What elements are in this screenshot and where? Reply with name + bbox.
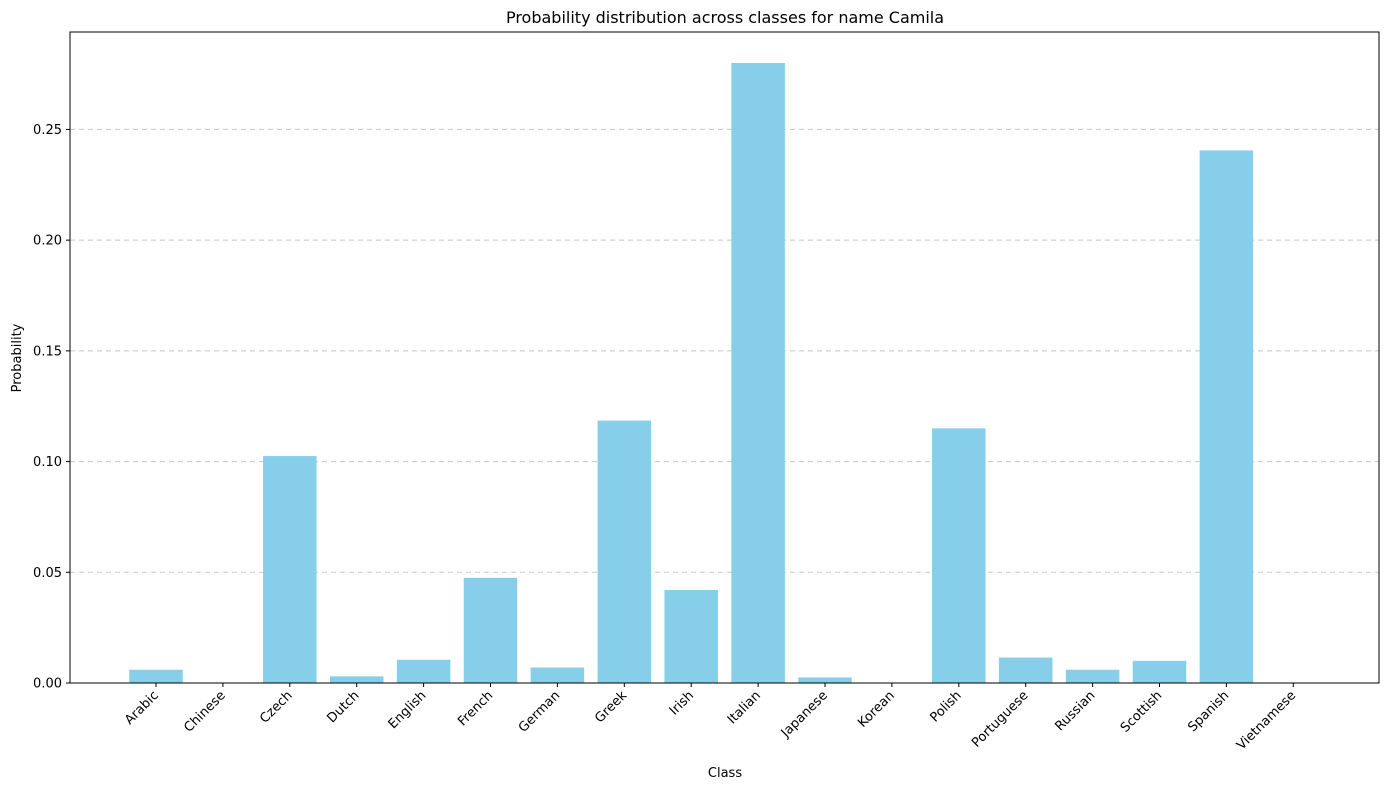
x-axis: Arabic Chinese Czech Dutch English French Germ… bbox=[122, 683, 1299, 753]
y-axis-label: Probability bbox=[10, 323, 25, 392]
chart-title: Probability distribution across classes … bbox=[506, 8, 944, 27]
bar-english bbox=[396, 659, 451, 683]
bar-portuguese bbox=[998, 657, 1053, 683]
x-tick-label: Arabic bbox=[122, 688, 162, 728]
x-tick-label: Polish bbox=[927, 688, 964, 725]
x-tick-label: French bbox=[455, 688, 496, 729]
y-tick-label: 0.15 bbox=[33, 344, 62, 359]
bar-dutch bbox=[329, 676, 384, 683]
x-tick-label: Czech bbox=[257, 688, 295, 726]
x-tick-label: Chinese bbox=[181, 688, 228, 735]
x-tick-label: Italian bbox=[725, 688, 764, 727]
x-tick-label: Spanish bbox=[1185, 688, 1232, 735]
x-tick-label: German bbox=[516, 688, 563, 735]
bar-french bbox=[463, 577, 518, 683]
bar-russian bbox=[1065, 669, 1120, 683]
bar-arabic bbox=[129, 669, 183, 683]
plot-frame bbox=[69, 31, 1380, 684]
bar-czech bbox=[263, 456, 317, 683]
bar-german bbox=[530, 667, 585, 683]
x-axis-label: Class bbox=[708, 766, 742, 781]
bar-italian bbox=[731, 63, 785, 683]
bar-japanese bbox=[798, 677, 852, 683]
x-tick-label: English bbox=[386, 688, 430, 732]
bar-polish bbox=[932, 428, 986, 683]
y-axis: 0.00 0.05 0.10 0.15 0.20 0.25 bbox=[33, 123, 70, 692]
bar-greek bbox=[597, 420, 652, 683]
y-tick-label: 0.20 bbox=[33, 234, 62, 249]
x-tick-label: Russian bbox=[1052, 688, 1098, 734]
x-tick-label: Greek bbox=[592, 688, 630, 726]
bar-irish bbox=[664, 590, 718, 683]
bars bbox=[129, 63, 1254, 683]
x-tick-label: Japanese bbox=[778, 688, 831, 741]
y-tick-label: 0.25 bbox=[33, 123, 62, 138]
x-tick-label: Irish bbox=[667, 688, 697, 718]
y-tick-label: 0.10 bbox=[33, 455, 62, 470]
y-tick-label: 0.00 bbox=[33, 677, 62, 692]
y-tick-label: 0.05 bbox=[33, 566, 62, 581]
x-tick-label: Korean bbox=[855, 688, 897, 730]
x-tick-label: Portuguese bbox=[969, 688, 1031, 750]
bar-scottish bbox=[1132, 660, 1187, 683]
bar-spanish bbox=[1199, 150, 1254, 683]
x-tick-label: Scottish bbox=[1118, 688, 1165, 735]
x-tick-label: Dutch bbox=[325, 688, 363, 726]
x-tick-label: Vietnamese bbox=[1234, 688, 1299, 753]
